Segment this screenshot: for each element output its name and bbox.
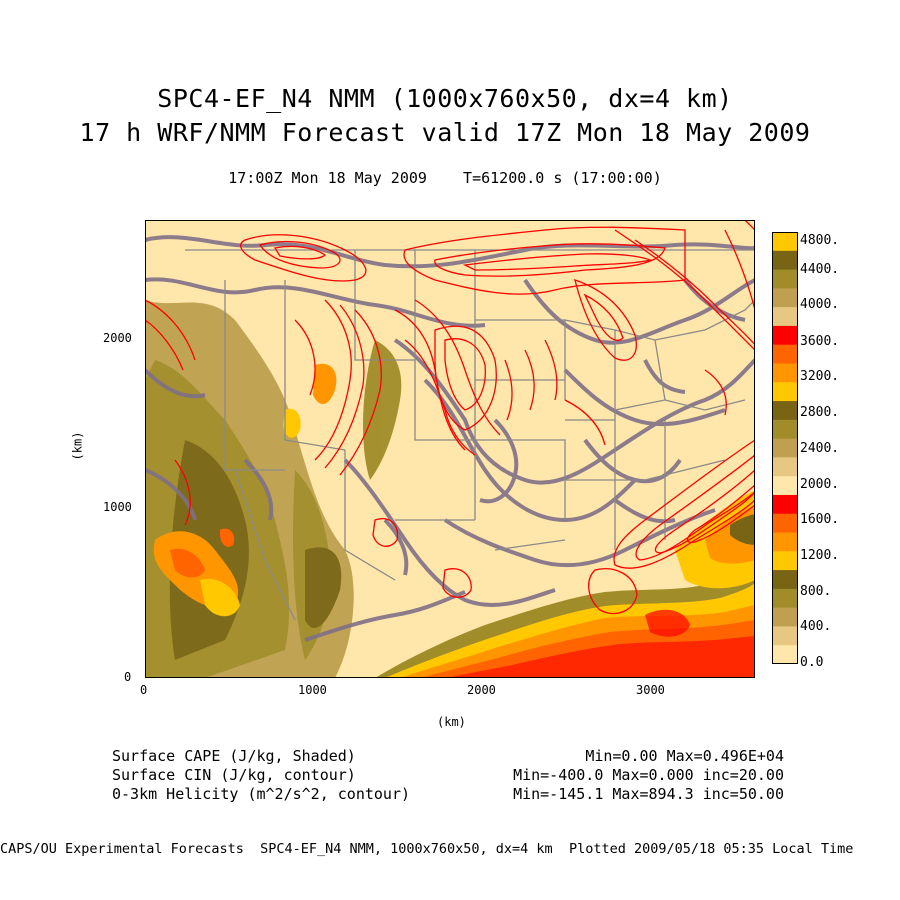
colorbar-label: 1200. <box>800 548 840 563</box>
colorbar-frame <box>772 232 798 664</box>
valid-time-label: 17:00Z Mon 18 May 2009 T=61200.0 s (17:0… <box>228 169 662 187</box>
y-tick-label: 2000 <box>103 331 132 345</box>
credit-line: CAPS/OU Experimental Forecasts SPC4-EF_N… <box>0 841 854 857</box>
helicity-contours <box>145 220 755 615</box>
x-tick-label: 2000 <box>467 683 496 697</box>
colorbar-swatch <box>772 494 798 515</box>
y-axis-label: (km) <box>70 431 85 461</box>
x-tick-label: 0 <box>140 683 148 697</box>
colorbar-swatch <box>772 513 798 534</box>
cin-field-stats: Min=-400.0 Max=0.000 inc=20.00 <box>513 766 784 784</box>
colorbar-label: 800. <box>800 584 832 599</box>
colorbar-label: 2000. <box>800 477 840 492</box>
y-tick-label: 0 <box>124 670 132 684</box>
map-title-line1: SPC4-EF_N4 NMM (1000x760x50, dx=4 km) <box>157 84 733 113</box>
cape-field-label: Surface CAPE (J/kg, Shaded) <box>112 747 356 765</box>
helicity-field-stats: Min=-145.1 Max=894.3 inc=50.00 <box>513 785 784 803</box>
colorbar-label: 3200. <box>800 369 840 384</box>
colorbar-label: 3600. <box>800 334 840 349</box>
colorbar-swatch <box>772 457 798 477</box>
colorbar-label: 1600. <box>800 512 840 527</box>
colorbar-swatch <box>772 344 798 364</box>
cape-colorbar <box>772 232 798 664</box>
map-frame <box>145 220 755 678</box>
colorbar-label: 4000. <box>800 297 840 312</box>
colorbar-swatch <box>772 401 798 421</box>
colorbar-swatch <box>772 363 798 383</box>
colorbar-label: 400. <box>800 619 832 634</box>
forecast-map <box>145 220 755 678</box>
colorbar-swatch <box>772 626 798 646</box>
colorbar-swatch <box>772 551 798 571</box>
colorbar-swatch <box>772 288 798 308</box>
colorbar-swatch <box>772 325 798 346</box>
colorbar-swatch <box>772 588 798 609</box>
cape-gulf-band <box>375 560 755 678</box>
colorbar-swatch <box>772 532 798 552</box>
colorbar-swatch <box>772 607 798 627</box>
colorbar-swatch <box>772 250 798 271</box>
y-tick-label: 1000 <box>103 500 132 514</box>
colorbar-label: 0.0 <box>800 655 824 670</box>
colorbar-swatch <box>772 438 798 458</box>
colorbar-label: 4800. <box>800 233 840 248</box>
colorbar-swatch <box>772 232 798 252</box>
colorbar-label: 2400. <box>800 441 840 456</box>
x-tick-label: 3000 <box>636 683 665 697</box>
state-boundaries <box>185 249 755 621</box>
colorbar-swatch <box>772 307 798 327</box>
colorbar-swatch <box>772 382 798 402</box>
colorbar-label: 2800. <box>800 405 840 420</box>
cape-field-stats: Min=0.00 Max=0.496E+04 <box>585 747 784 765</box>
colorbar-label: 4400. <box>800 262 840 277</box>
colorbar-swatch <box>772 476 798 496</box>
helicity-field-label: 0-3km Helicity (m^2/s^2, contour) <box>112 785 411 803</box>
colorbar-swatch <box>772 419 798 440</box>
x-tick-label: 1000 <box>298 683 327 697</box>
x-axis-label: (km) <box>437 715 466 729</box>
cin-contours <box>145 235 755 642</box>
cape-hotspots-west <box>153 363 337 617</box>
cape-southeast <box>645 490 755 637</box>
map-title-line2: 17 h WRF/NMM Forecast valid 17Z Mon 18 M… <box>79 118 811 147</box>
colorbar-swatch <box>772 645 798 664</box>
colorbar-swatch <box>772 269 798 289</box>
cin-field-label: Surface CIN (J/kg, contour) <box>112 766 356 784</box>
colorbar-swatch <box>772 570 798 590</box>
